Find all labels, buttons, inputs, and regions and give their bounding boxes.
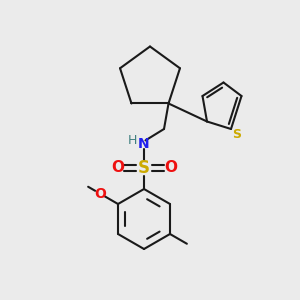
Text: H: H — [128, 134, 137, 147]
Text: O: O — [94, 187, 106, 200]
Text: S: S — [232, 128, 241, 141]
Text: O: O — [164, 160, 177, 175]
Text: S: S — [138, 159, 150, 177]
Text: O: O — [111, 160, 124, 175]
Text: N: N — [138, 137, 150, 151]
